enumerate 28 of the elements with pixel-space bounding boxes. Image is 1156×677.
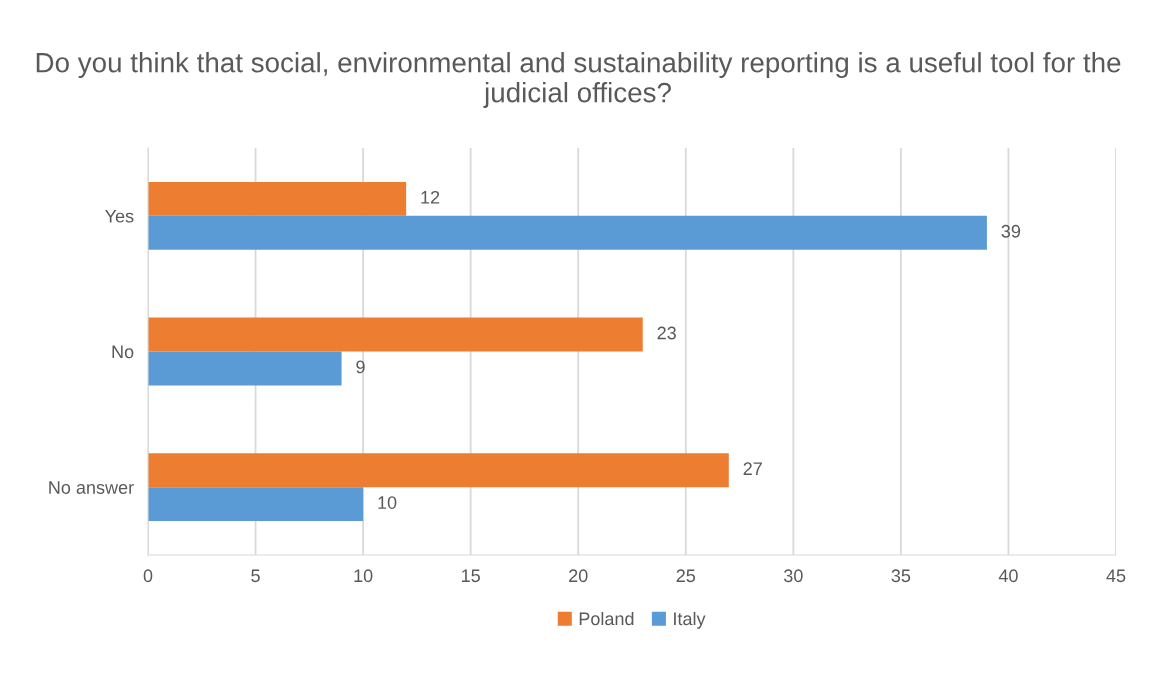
- chart-title: Do you think that social, environmental and sustainability reporting is a useful tool for the judicial offices?: [36, 52, 1121, 108]
- x-tick-label: 45: [1106, 569, 1126, 583]
- bar: [148, 317, 643, 352]
- x-tick-label: 10: [354, 569, 373, 583]
- x-tick-label: 20: [569, 569, 588, 583]
- y-tick-label: No answer: [49, 481, 134, 494]
- x-tick-label: 15: [462, 569, 480, 583]
- x-tick-label: 25: [676, 569, 696, 583]
- bar: [148, 215, 987, 250]
- data-label: 39: [1001, 224, 1021, 238]
- y-tick-label: No: [112, 345, 134, 359]
- x-tick-label: 5: [251, 569, 260, 583]
- data-label: 12: [421, 190, 440, 204]
- x-tick-label: 35: [891, 569, 911, 583]
- data-label: 27: [743, 462, 762, 475]
- data-label: 9: [356, 360, 365, 374]
- legend-label: Italy: [674, 611, 706, 629]
- legend-label: Poland: [579, 611, 634, 626]
- x-tick-label: 0: [143, 569, 153, 583]
- y-tick-label: Yes: [105, 209, 134, 223]
- bar: [148, 181, 407, 216]
- data-label: 10: [378, 496, 397, 509]
- data-label: 23: [657, 326, 676, 340]
- x-tick-label: 30: [783, 569, 803, 583]
- bar: [148, 453, 729, 488]
- bar: [148, 351, 342, 386]
- bar: [148, 487, 364, 522]
- x-tick-label: 40: [998, 569, 1018, 583]
